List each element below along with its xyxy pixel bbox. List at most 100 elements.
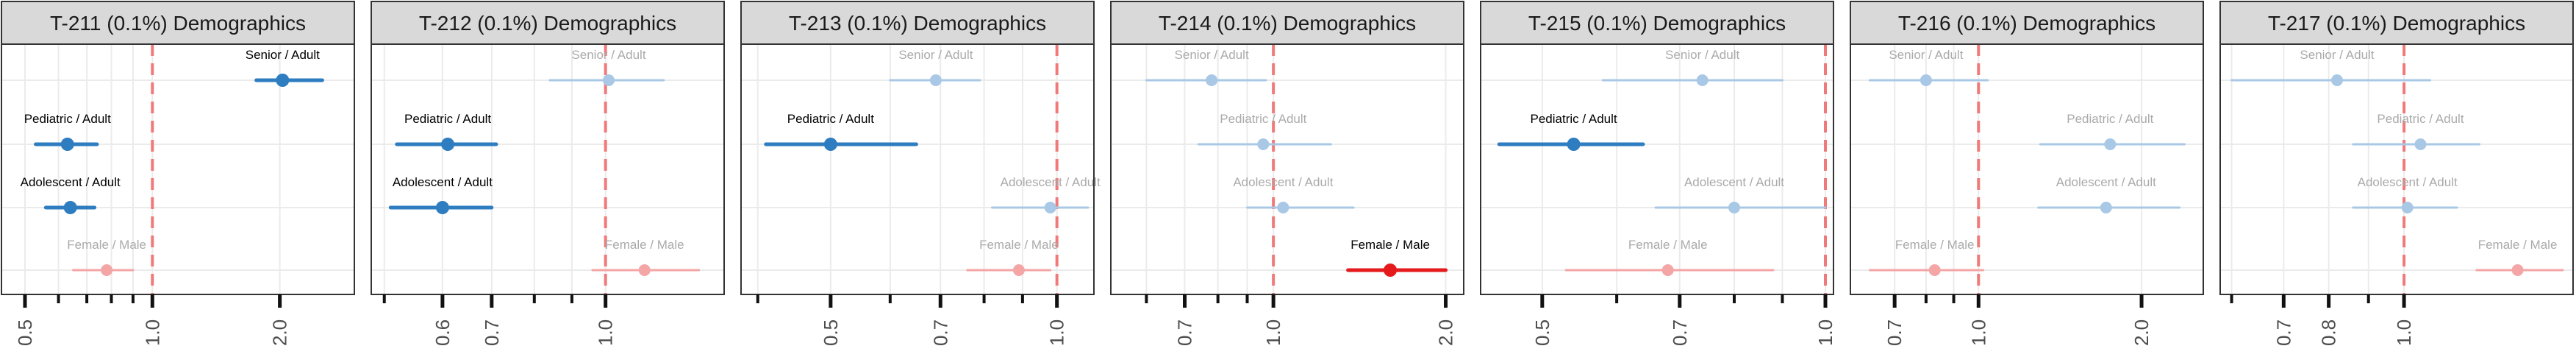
row-label: Adolescent / Adult (393, 175, 493, 189)
row-label: Female / Male (979, 238, 1059, 252)
panel-5: T-215 (0.1%) Demographics Senior / Adult P… (1480, 1, 1836, 346)
plot-background (371, 44, 724, 294)
panel-border (740, 43, 1095, 295)
row-label: Pediatric / Adult (1531, 112, 1617, 126)
row-label: Senior / Adult (571, 48, 645, 62)
axis-tick-label: 0.7 (481, 319, 503, 346)
estimate-point (441, 138, 455, 151)
estimate-point (1257, 138, 1270, 150)
panel-border (1850, 43, 2204, 295)
estimate-point (1567, 138, 1581, 151)
panel-border (2219, 43, 2574, 295)
axis-tick-label: 1.0 (1046, 319, 1068, 346)
axis-tick-label: 1.0 (141, 319, 163, 346)
panel-title: T-213 (0.1%) Demographics (789, 12, 1046, 35)
estimate-point (63, 201, 77, 214)
panel-3: T-213 (0.1%) Demographics Senior / Adult P… (740, 1, 1101, 346)
row-label: Female / Male (67, 238, 146, 252)
estimate-point (1928, 264, 1941, 276)
row-label: Female / Male (1350, 238, 1430, 252)
plot-background (1, 44, 354, 294)
panel-6: T-216 (0.1%) Demographics Senior / Adult P… (1850, 1, 2204, 346)
axis-tick-label: 1.0 (1814, 319, 1836, 346)
estimate-point (602, 74, 615, 86)
axis-tick-label: 1.0 (2393, 319, 2415, 346)
row-label: Pediatric / Adult (1220, 112, 1306, 126)
estimate-point (929, 74, 942, 86)
axis-tick-label: 0.5 (1531, 319, 1553, 346)
estimate-point (1728, 202, 1740, 213)
row-label: Senior / Adult (1889, 48, 1963, 62)
estimate-point (1044, 202, 1056, 213)
row-label: Female / Male (1895, 238, 1975, 252)
axis-tick-label: 1.0 (1967, 319, 1989, 346)
row-label: Senior / Adult (246, 48, 320, 62)
estimate-point (276, 74, 290, 87)
panel-title: T-211 (0.1%) Demographics (50, 12, 306, 35)
axis-tick-label: 1.0 (1262, 319, 1284, 346)
row-label: Pediatric / Adult (787, 112, 874, 126)
axis-tick-label: 0.7 (1883, 319, 1906, 346)
estimate-point (1696, 74, 1709, 86)
panel-strip (2219, 1, 2574, 45)
axis-tick-label: 0.8 (2318, 319, 2340, 346)
axis-tick-label: 2.0 (2130, 319, 2153, 346)
estimate-point (2414, 138, 2427, 150)
axis-tick-label: 0.7 (1669, 319, 1691, 346)
panel-4: T-214 (0.1%) Demographics Senior / Adult P… (1110, 1, 1464, 346)
panel-title: T-216 (0.1%) Demographics (1898, 12, 2155, 35)
axis-tick-label: 2.0 (269, 319, 291, 346)
panel-1: T-211 (0.1%) Demographics Senior / Adult P… (1, 1, 355, 346)
estimate-point (1206, 74, 1218, 86)
row-label: Adolescent / Adult (2358, 175, 2458, 189)
panel-strip (1480, 1, 1834, 45)
row-label: Adolescent / Adult (1001, 175, 1101, 189)
plot-background (1481, 44, 1833, 294)
panel-2: T-212 (0.1%) Demographics Senior / Adult P… (371, 1, 725, 346)
panel-border (1, 43, 355, 295)
axis-tick-label: 0.5 (14, 319, 36, 346)
axis-tick-label: 1.0 (595, 319, 617, 346)
panel-title: T-212 (0.1%) Demographics (419, 12, 676, 35)
row-label: Adolescent / Adult (1684, 175, 1784, 189)
row-label: Pediatric / Adult (404, 112, 491, 126)
estimate-point (1384, 264, 1398, 277)
estimate-point (2104, 138, 2117, 150)
row-label: Pediatric / Adult (2067, 112, 2153, 126)
estimate-point (1661, 264, 1674, 276)
panel-strip (371, 1, 725, 45)
panel-title: T-217 (0.1%) Demographics (2268, 12, 2525, 35)
plot-background (2220, 44, 2573, 294)
row-label: Female / Male (2478, 238, 2558, 252)
plot-background (1111, 44, 1464, 294)
panel-title: T-215 (0.1%) Demographics (1528, 12, 1786, 35)
estimate-point (1277, 202, 1289, 213)
estimate-point (101, 264, 113, 276)
row-label: Senior / Adult (898, 48, 973, 62)
row-label: Pediatric / Adult (24, 112, 111, 126)
row-label: Pediatric / Adult (2377, 112, 2464, 126)
row-label: Adolescent / Adult (21, 175, 121, 189)
panel-border (1480, 43, 1834, 295)
row-label: Senior / Adult (2300, 48, 2374, 62)
axis-tick-label: 0.6 (432, 319, 454, 346)
estimate-point (435, 201, 449, 214)
panel-border (1110, 43, 1464, 295)
row-label: Senior / Adult (1175, 48, 1249, 62)
row-label: Adolescent / Adult (1233, 175, 1333, 189)
plot-background (1850, 44, 2203, 294)
axis-tick-label: 0.7 (1174, 319, 1196, 346)
axis-tick-label: 2.0 (1435, 319, 1457, 346)
axis-tick-label: 0.7 (929, 319, 951, 346)
axis-tick-label: 0.7 (2272, 319, 2294, 346)
estimate-point (2100, 202, 2112, 213)
panel-border (371, 43, 725, 295)
estimate-point (2401, 202, 2414, 213)
estimate-point (1012, 264, 1025, 276)
panel-strip (1, 1, 355, 45)
panel-strip (1850, 1, 2204, 45)
panel-title: T-214 (0.1%) Demographics (1159, 12, 1416, 35)
plot-background (741, 44, 1094, 294)
